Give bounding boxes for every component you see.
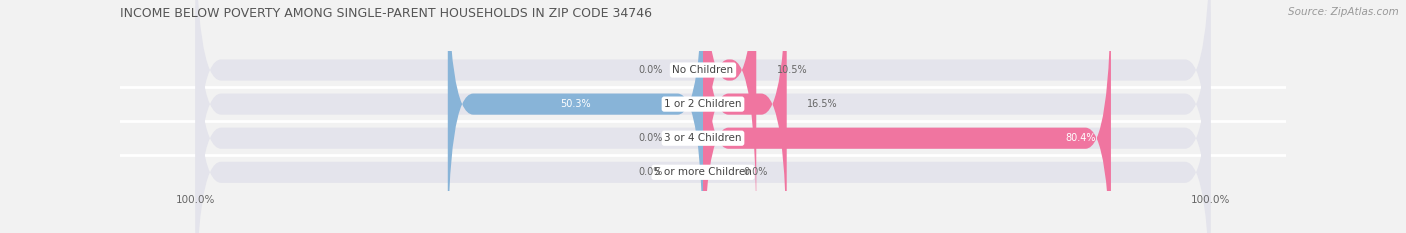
FancyBboxPatch shape [195,0,1211,233]
FancyBboxPatch shape [703,0,756,230]
Text: Source: ZipAtlas.com: Source: ZipAtlas.com [1288,7,1399,17]
FancyBboxPatch shape [195,0,1211,233]
Text: 80.4%: 80.4% [1066,133,1095,143]
Text: 0.0%: 0.0% [638,65,662,75]
Text: 0.0%: 0.0% [638,167,662,177]
Text: 5 or more Children: 5 or more Children [654,167,752,177]
Text: 0.0%: 0.0% [744,167,768,177]
Text: 16.5%: 16.5% [807,99,838,109]
FancyBboxPatch shape [195,12,1211,233]
Text: 50.3%: 50.3% [560,99,591,109]
FancyBboxPatch shape [703,0,1111,233]
FancyBboxPatch shape [447,0,703,233]
Text: No Children: No Children [672,65,734,75]
Text: 0.0%: 0.0% [638,133,662,143]
Text: 1 or 2 Children: 1 or 2 Children [664,99,742,109]
Text: 10.5%: 10.5% [776,65,807,75]
Text: INCOME BELOW POVERTY AMONG SINGLE-PARENT HOUSEHOLDS IN ZIP CODE 34746: INCOME BELOW POVERTY AMONG SINGLE-PARENT… [120,7,651,20]
Text: 3 or 4 Children: 3 or 4 Children [664,133,742,143]
FancyBboxPatch shape [703,0,787,233]
FancyBboxPatch shape [195,0,1211,230]
